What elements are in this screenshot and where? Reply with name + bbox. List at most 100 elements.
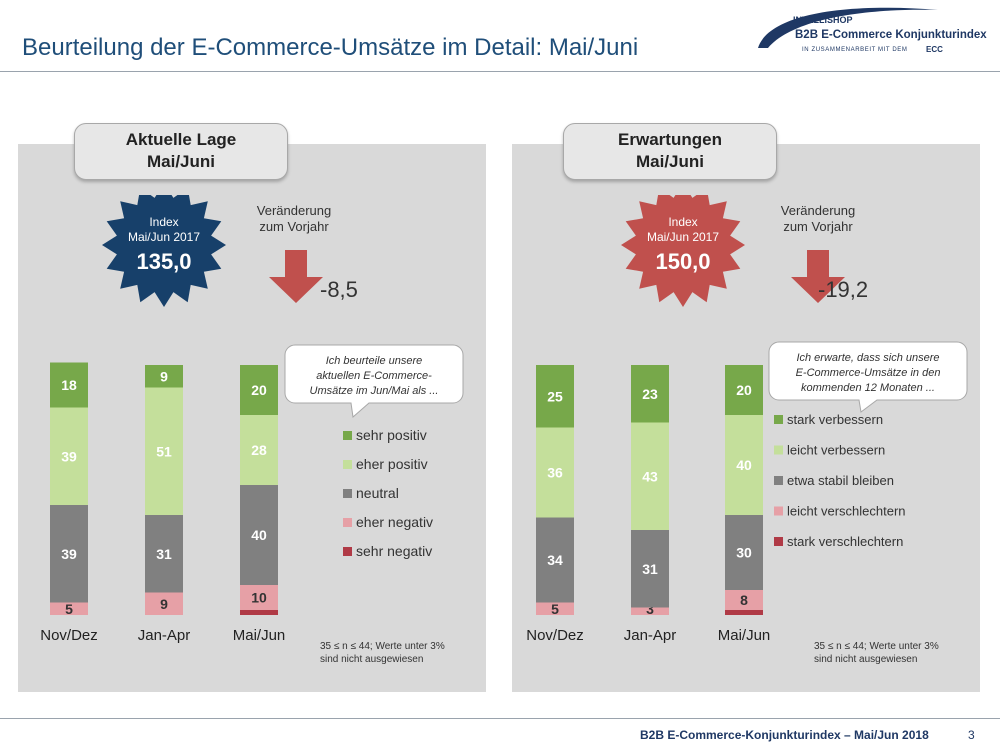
bar-segment	[145, 515, 183, 593]
down-arrow-icon	[791, 250, 845, 303]
legend-label: stark verschlechtern	[787, 534, 903, 549]
bar-value-label: 5	[551, 601, 559, 617]
badge-label-1: Index	[149, 215, 178, 229]
stacked-bars: 5 39 39 18 Nov/Dez 9 31 51 9 Jan-Apr 10 40 28 20 Mai/J…	[40, 362, 286, 644]
change-label-1: Veränderung	[781, 203, 855, 218]
legend-swatch	[774, 476, 783, 485]
bar-value-label: 34	[547, 552, 563, 568]
bar-segment	[631, 607, 669, 615]
legend-label: neutral	[356, 485, 399, 501]
bar-value-label: 28	[251, 442, 267, 458]
change-label-1: Veränderung	[257, 203, 331, 218]
bar-segment	[240, 585, 278, 610]
badge-label-2: Mai/Jun 2017	[647, 230, 719, 244]
bar-segment	[50, 602, 88, 615]
bar-value-label: 25	[547, 388, 563, 404]
stacked-bars: 5 34 36 25 Nov/Dez 3 31 43 23 Jan-Apr 8 30 40 20 Mai/J…	[526, 365, 770, 644]
title-divider	[0, 71, 1000, 72]
logo-brand: INTELLISHOP	[793, 15, 853, 25]
down-arrow-icon	[269, 250, 323, 303]
page-number: 3	[968, 728, 975, 742]
sample-note-2: sind nicht ausgewiesen	[320, 654, 423, 665]
header-subtitle: Mai/Juni	[146, 152, 215, 171]
header-title: Erwartungen	[618, 130, 722, 149]
chart-legend: stark verbessern leicht verbessern etwa st…	[774, 412, 906, 549]
bar-value-label: 9	[160, 596, 168, 612]
header-title: Aktuelle Lage	[125, 130, 237, 149]
bar-value-label: 5	[65, 601, 73, 617]
callout-bubble	[768, 341, 968, 413]
bar-segment	[725, 415, 763, 515]
change-label-2: zum Vorjahr	[259, 219, 329, 234]
category-label: Nov/Dez	[526, 627, 584, 644]
bar-segment	[145, 387, 183, 515]
legend-label: etwa stabil bleiben	[787, 473, 894, 488]
badge-value: 135,0	[136, 249, 191, 274]
category-label: Nov/Dez	[40, 627, 98, 644]
bar-segment	[536, 602, 574, 615]
legend-swatch	[343, 547, 352, 556]
callout-line-3: kommenden 12 Monaten ...	[801, 382, 935, 394]
change-value: -19,2	[818, 277, 868, 302]
chart-current-situation: Index Mai/Jun 2017 135,0 Veränderung zum…	[40, 195, 464, 665]
sample-note-1: 35 ≤ n ≤ 44; Werte unter 3%	[320, 641, 445, 652]
legend-label: stark verbessern	[787, 412, 883, 427]
bar-value-label: 51	[156, 443, 172, 459]
bar-value-label: 18	[61, 377, 77, 393]
legend-swatch	[774, 506, 783, 516]
legend-swatch	[343, 489, 352, 498]
bar-segment	[50, 362, 88, 408]
legend-label: leicht verbessern	[787, 443, 885, 458]
bar-segment	[631, 530, 669, 608]
bar-segment	[725, 365, 763, 415]
bar-value-label: 43	[642, 468, 658, 484]
sample-note-2: sind nicht ausgewiesen	[814, 654, 917, 665]
legend-label: eher positiv	[356, 456, 428, 472]
header-expectations: Erwartungen Mai/Juni	[563, 123, 777, 180]
index-badge-star	[102, 195, 226, 307]
legend-label: eher negativ	[356, 514, 433, 530]
intellishop-logo: INTELLISHOP B2B E-Commerce Konjunkturind…	[758, 7, 987, 54]
chart-legend: sehr positiv eher positiv neutral eher nega…	[343, 427, 433, 559]
legend-swatch	[343, 431, 352, 440]
legend-label: leicht verschlechtern	[787, 504, 906, 519]
bar-value-label: 9	[160, 368, 168, 384]
bar-value-label: 20	[251, 382, 267, 398]
bar-value-label: 10	[251, 590, 267, 606]
bar-segment	[725, 610, 763, 615]
bar-value-label: 30	[736, 545, 752, 561]
category-label: Jan-Apr	[138, 627, 191, 644]
category-label: Mai/Jun	[233, 627, 286, 644]
bar-segment	[50, 407, 88, 505]
bar-value-label: 23	[642, 386, 658, 402]
legend-label: sehr positiv	[356, 427, 427, 443]
bar-segment	[240, 610, 278, 615]
chart-expectations: Index Mai/Jun 2017 150,0 Veränderung zum…	[526, 195, 968, 665]
bar-segment	[240, 415, 278, 485]
bar-value-label: 20	[736, 382, 752, 398]
bar-value-label: 31	[156, 546, 172, 562]
bar-segment	[725, 590, 763, 610]
bar-segment	[536, 365, 574, 428]
legend-swatch	[343, 460, 352, 469]
bar-segment	[240, 485, 278, 585]
bar-segment	[50, 505, 88, 603]
bar-value-label: 40	[251, 527, 267, 543]
bar-value-label: 39	[61, 448, 77, 464]
sample-note-1: 35 ≤ n ≤ 44; Werte unter 3%	[814, 641, 939, 652]
footer-title: B2B E-Commerce-Konjunkturindex – Mai/Jun…	[640, 728, 929, 742]
category-label: Mai/Jun	[718, 627, 771, 644]
bar-segment	[145, 592, 183, 615]
bar-segment	[145, 365, 183, 388]
change-value: -8,5	[320, 277, 358, 302]
bar-value-label: 3	[646, 601, 654, 617]
bar-segment	[536, 427, 574, 518]
callout-bubble	[284, 344, 464, 418]
logo-swoosh	[758, 7, 938, 48]
callout-line-2: aktuellen E-Commerce-	[316, 370, 432, 382]
callout-line-2: E-Commerce-Umsätze in den	[796, 367, 941, 379]
legend-swatch	[774, 445, 783, 455]
bar-value-label: 36	[547, 465, 563, 481]
bar-segment	[631, 365, 669, 423]
callout-line-1: Ich beurteile unsere	[326, 355, 423, 367]
